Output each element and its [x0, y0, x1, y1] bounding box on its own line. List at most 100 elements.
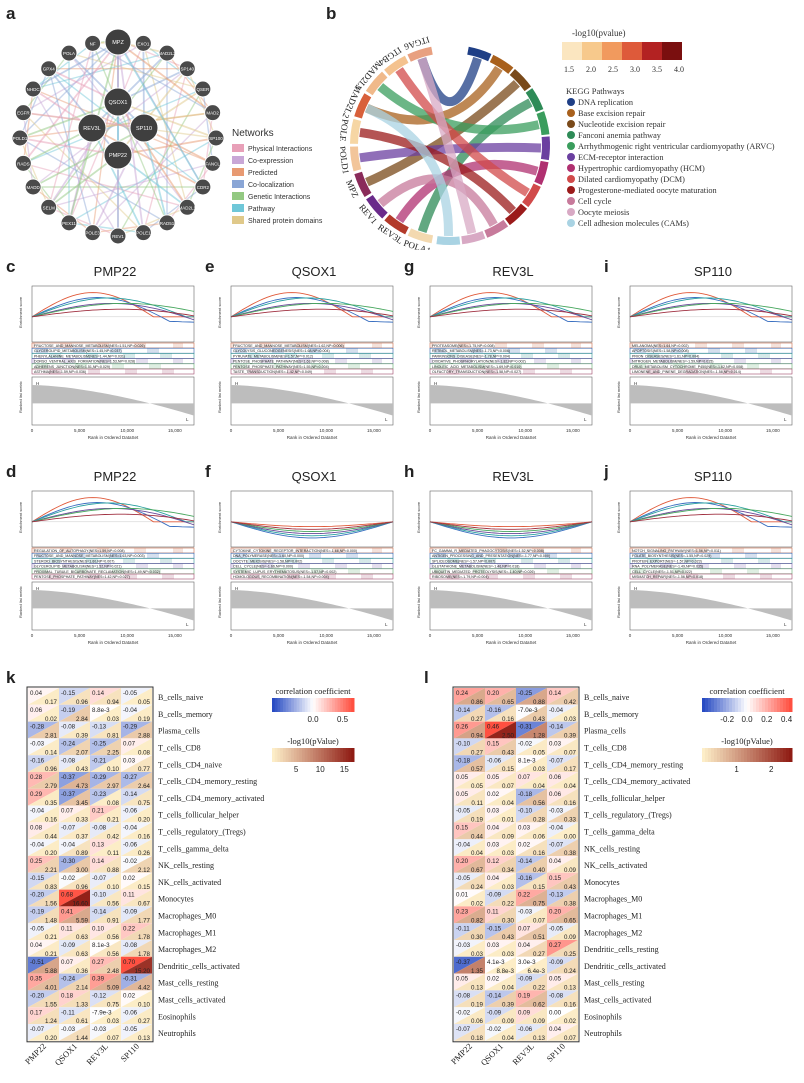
network-edge [22, 88, 34, 164]
heatmap-pvalue-value: 0.01 [502, 817, 515, 824]
heatmap-pvalue-legend-step [285, 748, 289, 762]
gsea-es-curve [31, 292, 194, 318]
kegg-legend-label: ECM-receptor interaction [578, 153, 664, 162]
heatmap-corr-value: 0.22 [123, 925, 136, 932]
heatmap-pvalue-legend-step [789, 748, 793, 762]
heatmap-corr-value: -0.13 [549, 892, 564, 899]
heatmap-pvalue-triangle [121, 772, 152, 789]
heatmap-pvalue-legend-step [744, 748, 748, 762]
network-hub-label: MPZ [112, 40, 124, 46]
gsea-set-label: ANTIGEN_PROCESSING_AND_PRESENTATION(NES=… [432, 554, 550, 558]
heatmap-corr-value: 0.23 [456, 908, 469, 915]
gsea-set-label: MELANOMA(NES=1.64,NP=0.002) [632, 344, 689, 348]
gsea-x-tick: 5,000 [74, 428, 86, 433]
heatmap-pvalue-triangle [454, 822, 485, 840]
heatmap-pvalue-legend-step [280, 748, 284, 762]
heatmap-column-label: REV3L [510, 1041, 536, 1067]
heatmap-column-label: SP110 [544, 1041, 567, 1064]
heatmap-corr-legend-step [310, 698, 314, 712]
gsea-set-label: GLYCEROLIPID_METABOLISM(NES=1.45,NP=0.03… [34, 349, 122, 353]
gsea-l-label: L [186, 417, 189, 422]
network-node-label: SP100 [209, 136, 223, 141]
network-hub-label: QSOX1 [109, 100, 128, 106]
heatmap-pvalue-value: 0.42 [107, 833, 120, 840]
heatmap-pvalue-triangle [454, 772, 485, 789]
network-node-label: REV1 [112, 234, 124, 239]
heatmap-row-label: Macrophages_M1 [584, 911, 642, 920]
chord-colorbar-tick: 4.0 [674, 65, 684, 74]
heatmap-corr-legend-step [323, 698, 328, 712]
gsea-set-label: OOCYTE_MEIOSIS(NES=-1.58,NP=0.002) [233, 559, 302, 563]
heatmap-corr-triangle [59, 755, 90, 772]
heatmap-pvalue-triangle [121, 872, 152, 890]
heatmap-pvalue-triangle [121, 956, 152, 974]
heatmap-corr-legend-step [789, 698, 793, 712]
heatmap-pvalue-triangle [454, 721, 485, 739]
heatmap-pvalue-value: 0.21 [107, 817, 120, 824]
heatmap-pvalue-triangle [485, 704, 516, 722]
heatmap-corr-value: -0.19 [30, 908, 45, 915]
gsea-rank-y-label: Ranked list metric [616, 586, 621, 618]
heatmap-corr-triangle [547, 1007, 578, 1024]
heatmap-corr-value: 0.05 [456, 976, 469, 983]
heatmap-corr-triangle [454, 755, 485, 772]
heatmap-pvalue-value: 0.19 [138, 716, 151, 723]
heatmap-pvalue-value: 0.43 [76, 766, 89, 773]
gsea-es-curve [31, 507, 195, 523]
heatmap-corr-triangle [547, 839, 578, 856]
heatmap-pvalue-legend-step [720, 748, 724, 762]
heatmap-pvalue-value: 0.18 [471, 1035, 484, 1042]
heatmap-corr-value: -0.37 [456, 959, 471, 966]
gene-network: POLEEXO1MAD2L2SP140QSERMAD2SP100FANCLCDR… [11, 28, 323, 245]
heatmap-pvalue-triangle [59, 738, 90, 756]
heatmap-pvalue-triangle [485, 688, 516, 705]
heatmap-corr-value: 0.28 [30, 774, 43, 781]
heatmap-corr-value: -0.05 [456, 875, 471, 882]
heatmap-pvalue-triangle [547, 805, 578, 823]
heatmap-pvalue-triangle [547, 956, 578, 974]
heatmap-pvalue-value: 2.07 [76, 749, 89, 756]
heatmap-pvalue-triangle [28, 805, 59, 823]
panel-label-d: d [6, 462, 17, 481]
heatmap-corr-legend-step [348, 698, 352, 712]
heatmap-corr-value: 0.46 [487, 724, 500, 731]
network-legend-label: Genetic Interactions [248, 194, 311, 201]
heatmap-pvalue-value: 1.28 [533, 733, 546, 740]
heatmap-corr-legend-step [711, 698, 715, 712]
heatmap-corr-value: 0.03 [487, 841, 500, 848]
heatmap-pvalue-value: 0.83 [45, 884, 58, 891]
heatmap-corr-value: -0.07 [549, 757, 564, 764]
heatmap-corr-triangle [28, 906, 59, 924]
heatmap-pvalue-triangle [547, 822, 578, 840]
heatmap-pvalue-triangle [547, 906, 578, 924]
heatmap-pvalue-triangle [547, 973, 578, 991]
heatmap-pvalue-triangle [121, 973, 152, 991]
heatmap-pvalue-triangle [59, 889, 90, 907]
gsea-es-curve [429, 297, 593, 323]
network-node-label: POLE3 [85, 231, 100, 236]
heatmap-pvalue-legend-step [729, 748, 733, 762]
gsea-set-label: CELL_CYCLE(NES=-1.51,NP=0.022) [632, 570, 692, 574]
network-edge [19, 68, 50, 139]
heatmap-pvalue-triangle [454, 940, 485, 957]
heatmap-pvalue-value: 0.09 [533, 1018, 546, 1025]
gsea-set-label: FC_GAMMA_R_MEDIATED_PHAGOCYTOSIS(NES=1.5… [432, 549, 544, 553]
network-node [24, 178, 42, 196]
heatmap-corr-legend-tick: 0.0 [741, 715, 753, 724]
network-edge [117, 68, 188, 156]
network-node [14, 104, 32, 122]
heatmap-corr-legend-step [723, 698, 727, 712]
gsea-l-label: L [385, 417, 388, 422]
heatmap-pvalue-triangle [454, 856, 485, 873]
heatmap-pvalue-triangle [485, 738, 516, 756]
gsea-set-label: FOLATE_BIOSYNTHESIS(NES=-1.55,NP=0.029) [632, 554, 711, 558]
heatmap-corr-legend-step [732, 698, 736, 712]
heatmap-pvalue-value: 2.14 [76, 985, 89, 992]
heatmap-pvalue-value: 0.94 [471, 733, 484, 740]
gsea-rank-area [430, 590, 592, 621]
gsea-x-tick: 15,000 [367, 428, 381, 433]
heatmap-pvalue-triangle [454, 805, 485, 823]
heatmap-corr-triangle [121, 822, 152, 840]
network-edge [48, 206, 119, 237]
kegg-chord-diagram: ITGA6ITGB4MAD2L1MAD2L2POLEPOLD1MPZREV1RE… [340, 28, 775, 250]
